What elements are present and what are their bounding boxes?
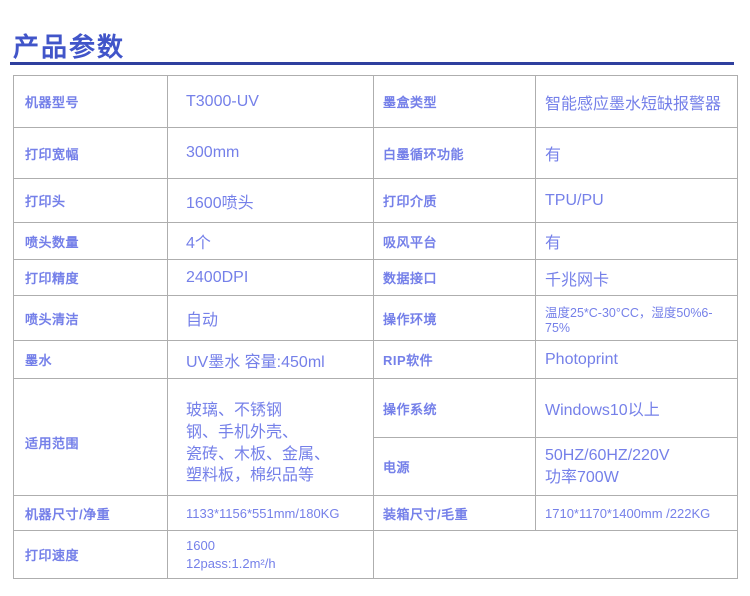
- value-operating-environment: 温度25*C-30°CC，湿度50%6-75%: [535, 295, 738, 341]
- table-row: 喷头清洁 自动 操作环境 温度25*C-30°CC，湿度50%6-75%: [13, 295, 738, 341]
- value-machine-size-net-weight: 1133*1156*551mm/180KG: [167, 495, 374, 531]
- value-print-media: TPU/PU: [535, 178, 738, 223]
- label-operating-environment: 操作环境: [373, 295, 536, 341]
- label-cartridge-type: 墨盒类型: [373, 75, 536, 128]
- label-machine-size-net-weight: 机器尺寸/净重: [13, 495, 168, 531]
- table-row: 电源 50HZ/60HZ/220V 功率700W: [14, 437, 738, 496]
- value-nozzle-count: 4个: [167, 222, 374, 260]
- label-rip-software: RIP软件: [373, 340, 536, 379]
- value-operating-system: Windows10以上: [535, 378, 738, 438]
- label-print-media: 打印介质: [373, 178, 536, 223]
- label-print-width: 打印宽幅: [13, 127, 168, 179]
- table-row: 打印宽幅 300mm 白墨循环功能 有: [13, 127, 738, 179]
- value-nozzle-cleaning: 自动: [167, 295, 374, 341]
- table-row: 机器尺寸/净重 1133*1156*551mm/180KG 装箱尺寸/毛重 17…: [13, 495, 738, 531]
- label-machine-model: 机器型号: [13, 75, 168, 128]
- label-vacuum-platform: 吸风平台: [373, 222, 536, 260]
- label-nozzle-cleaning: 喷头清洁: [13, 295, 168, 341]
- value-print-width: 300mm: [167, 127, 374, 179]
- table-row: 墨水 UV墨水 容量:450ml RIP软件 Photoprint: [13, 340, 738, 379]
- value-rip-software: Photoprint: [535, 340, 738, 379]
- label-data-interface: 数据接口: [373, 259, 536, 296]
- table-row: 打印速度 1600 12pass:1.2m²/h: [13, 530, 738, 579]
- label-application-range: 适用范围: [13, 378, 168, 496]
- table-row: 打印精度 2400DPI 数据接口 千兆网卡: [13, 259, 738, 296]
- value-power-supply: 50HZ/60HZ/220V 功率700W: [535, 437, 738, 496]
- label-print-resolution: 打印精度: [13, 259, 168, 296]
- value-white-ink-circulation: 有: [535, 127, 738, 179]
- value-cartridge-type: 智能感应墨水短缺报警器: [535, 75, 738, 128]
- label-ink: 墨水: [13, 340, 168, 379]
- empty-cell: [373, 530, 738, 579]
- table-row: 适用范围 玻璃、不锈钢 钢、手机外壳、 瓷砖、木板、金属、 塑料板，棉织品等 操…: [13, 378, 738, 496]
- value-packing-size-gross-weight: 1710*1170*1400mm /222KG: [535, 495, 738, 531]
- value-vacuum-platform: 有: [535, 222, 738, 260]
- label-power-supply: 电源: [373, 437, 536, 496]
- value-print-speed: 1600 12pass:1.2m²/h: [167, 530, 374, 579]
- value-ink: UV墨水 容量:450ml: [167, 340, 374, 379]
- label-print-head: 打印头: [13, 178, 168, 223]
- spec-table: 机器型号 T3000-UV 墨盒类型 智能感应墨水短缺报警器 打印宽幅 300m…: [13, 75, 738, 579]
- value-print-resolution: 2400DPI: [167, 259, 374, 296]
- label-nozzle-count: 喷头数量: [13, 222, 168, 260]
- label-packing-size-gross-weight: 装箱尺寸/毛重: [373, 495, 536, 531]
- page-title: 产品参数: [13, 33, 126, 62]
- label-white-ink-circulation: 白墨循环功能: [373, 127, 536, 179]
- table-row: 机器型号 T3000-UV 墨盒类型 智能感应墨水短缺报警器: [13, 75, 738, 128]
- value-print-head: 1600喷头: [167, 178, 374, 223]
- label-print-speed: 打印速度: [13, 530, 168, 579]
- value-machine-model: T3000-UV: [167, 75, 374, 128]
- table-row: 喷头数量 4个 吸风平台 有: [13, 222, 738, 260]
- title-divider: [10, 62, 734, 65]
- value-data-interface: 千兆网卡: [535, 259, 738, 296]
- table-row: 打印头 1600喷头 打印介质 TPU/PU: [13, 178, 738, 223]
- value-application-range: 玻璃、不锈钢 钢、手机外壳、 瓷砖、木板、金属、 塑料板，棉织品等: [167, 378, 374, 496]
- label-operating-system: 操作系统: [373, 378, 536, 438]
